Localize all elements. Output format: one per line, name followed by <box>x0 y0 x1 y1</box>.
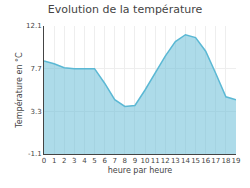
svg-text:11: 11 <box>151 157 160 165</box>
svg-text:12: 12 <box>161 157 170 165</box>
svg-text:7.7: 7.7 <box>30 65 41 73</box>
svg-text:9: 9 <box>133 157 137 165</box>
svg-text:15: 15 <box>191 157 200 165</box>
svg-text:18: 18 <box>221 157 230 165</box>
svg-text:6: 6 <box>102 157 107 165</box>
svg-text:10: 10 <box>141 157 150 165</box>
svg-text:heure par heure: heure par heure <box>108 166 173 175</box>
svg-text:19: 19 <box>232 157 241 165</box>
svg-text:2: 2 <box>62 157 66 165</box>
svg-text:14: 14 <box>181 157 190 165</box>
svg-text:13: 13 <box>171 157 180 165</box>
svg-text:16: 16 <box>201 157 210 165</box>
svg-text:17: 17 <box>211 157 220 165</box>
svg-text:5: 5 <box>92 157 96 165</box>
svg-text:4: 4 <box>82 157 87 165</box>
svg-text:Température en °C: Température en °C <box>14 52 24 129</box>
svg-text:7: 7 <box>113 157 117 165</box>
svg-text:-1.1: -1.1 <box>28 150 42 158</box>
svg-text:8: 8 <box>123 157 127 165</box>
svg-text:3: 3 <box>72 157 76 165</box>
svg-text:Evolution de la température: Evolution de la température <box>48 3 203 16</box>
svg-text:3.3: 3.3 <box>30 108 41 116</box>
svg-text:12.1: 12.1 <box>26 22 42 30</box>
svg-text:0: 0 <box>42 157 46 165</box>
svg-text:1: 1 <box>52 157 56 165</box>
